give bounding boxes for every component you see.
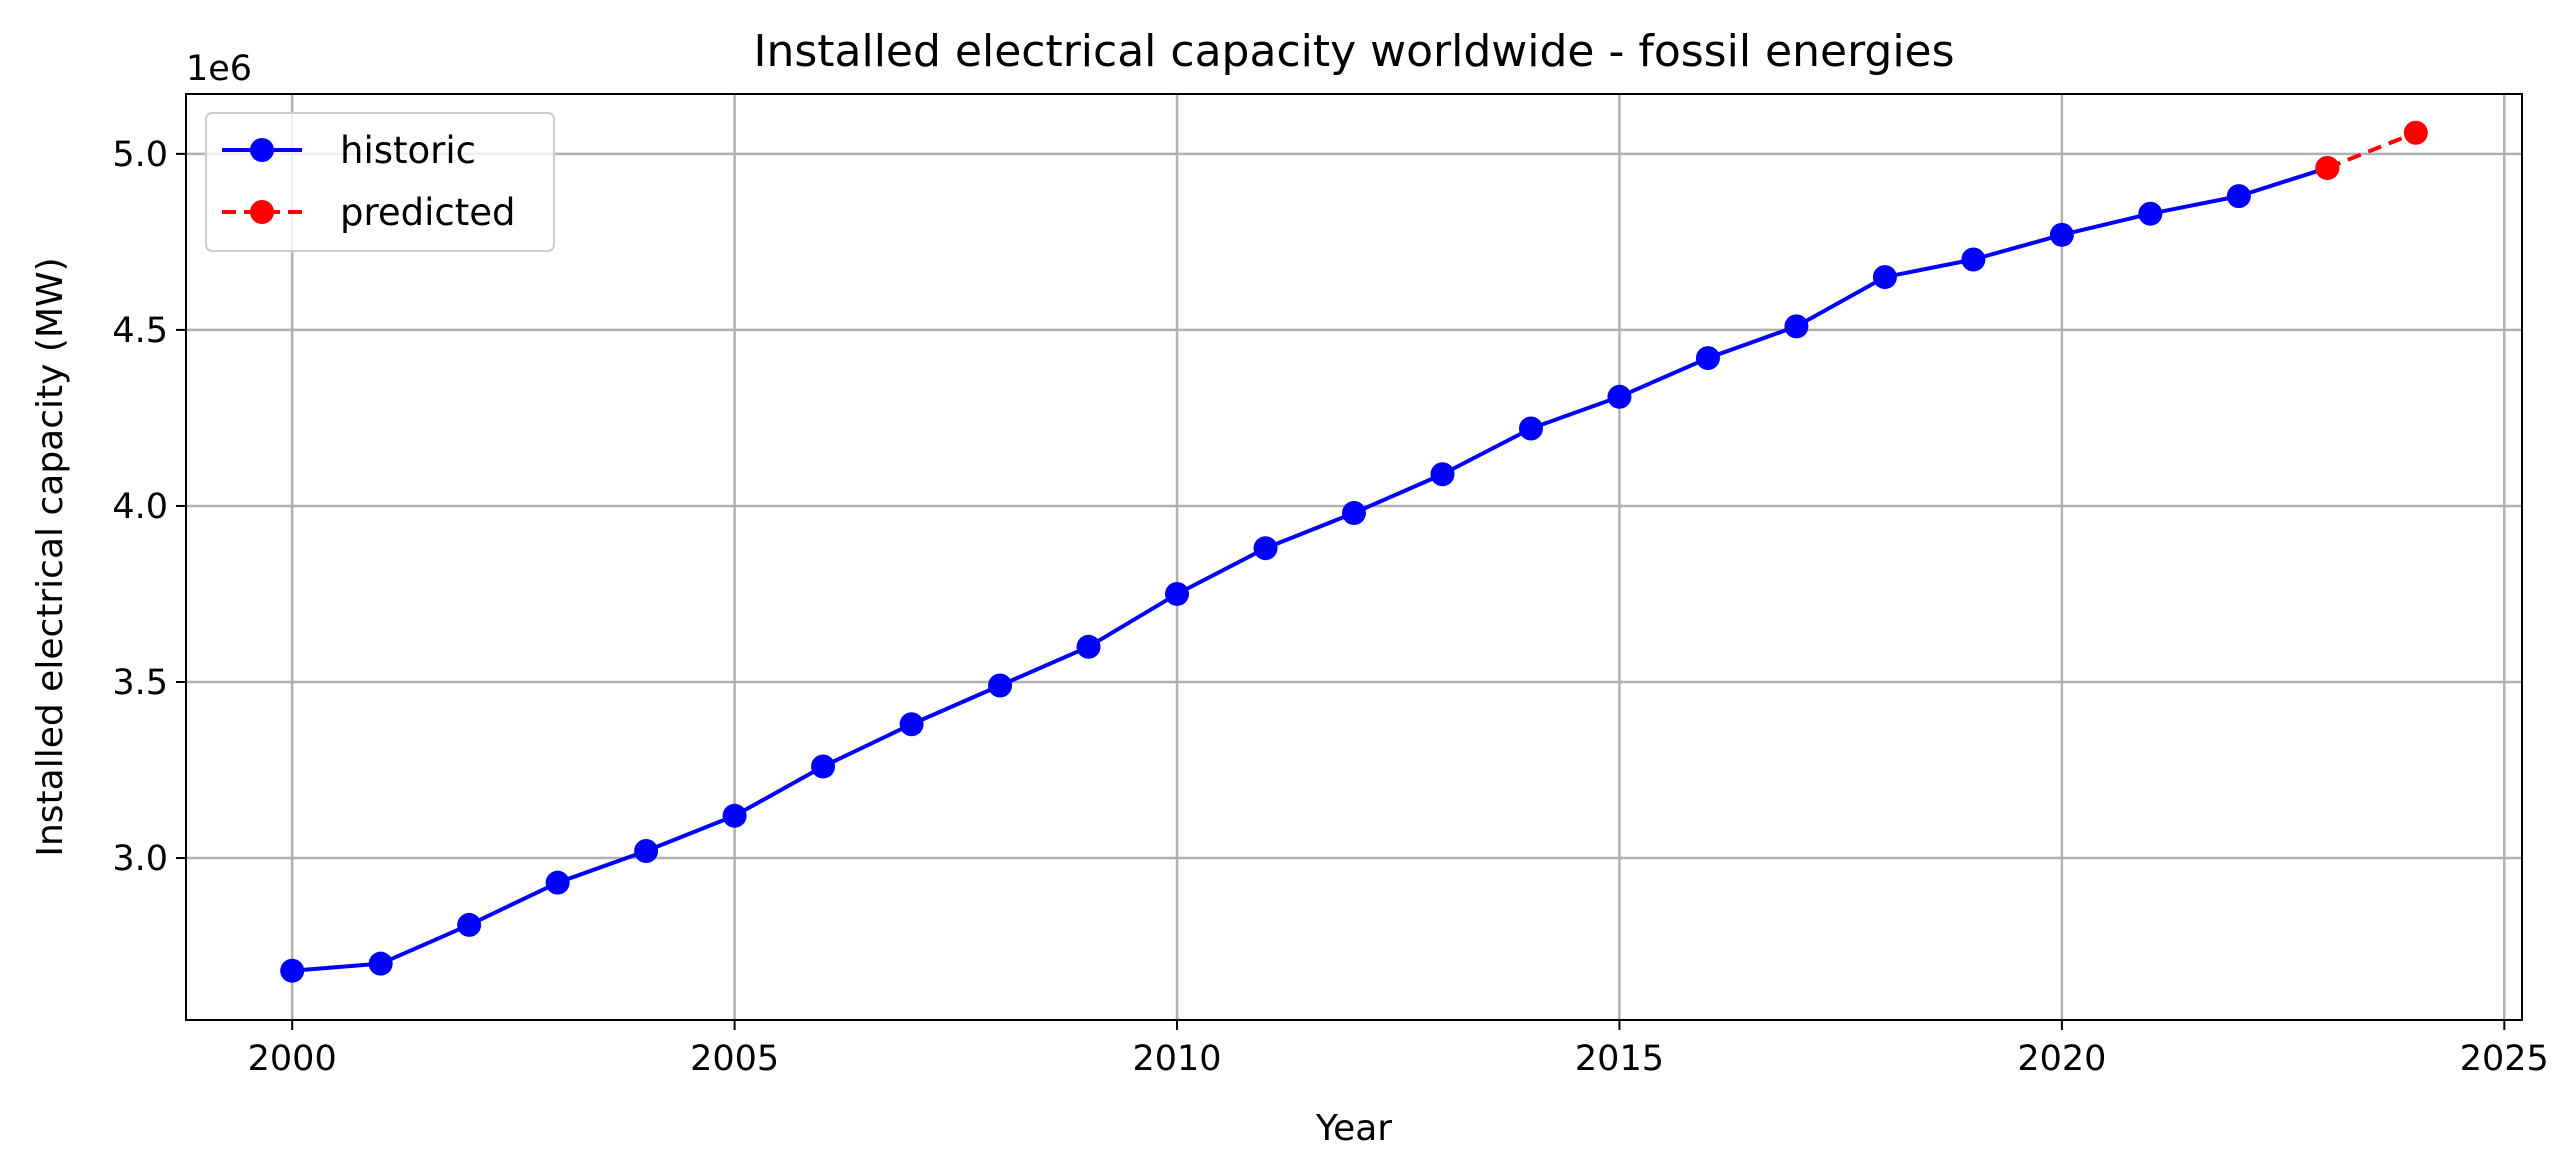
y-tick-label: 4.5 <box>112 311 168 351</box>
legend-box <box>205 112 555 252</box>
legend-label-historic: historic <box>340 129 476 172</box>
data-point-historic <box>545 870 570 895</box>
data-point-historic <box>2138 201 2163 226</box>
data-point-historic <box>1872 265 1897 290</box>
y-tick-label: 3.5 <box>112 663 168 703</box>
x-tick-label: 2020 <box>2017 1039 2106 1079</box>
x-tick-label: 2005 <box>690 1039 779 1079</box>
plot-frame <box>185 93 2523 1021</box>
data-point-historic <box>634 838 659 863</box>
data-point-historic <box>2226 184 2251 209</box>
legend-marker-historic <box>250 138 274 162</box>
y-axis-label: Installed electrical capacity (MW) <box>30 257 71 856</box>
chart-title: Installed electrical capacity worldwide … <box>753 26 1954 77</box>
data-point-historic <box>1430 462 1455 487</box>
x-tick-label: 2015 <box>1575 1039 1664 1079</box>
data-point-historic <box>899 712 924 737</box>
data-point-historic <box>1961 247 1986 272</box>
data-point-historic <box>1518 416 1543 441</box>
data-point-historic <box>722 803 747 828</box>
x-tick-label: 2000 <box>248 1039 337 1079</box>
data-point-historic <box>1076 634 1101 659</box>
data-point-historic <box>2049 222 2074 247</box>
legend-marker-predicted <box>250 200 274 224</box>
series-line-historic <box>292 166 2328 973</box>
data-point-historic <box>457 912 482 937</box>
data-point-historic <box>1253 536 1278 561</box>
data-point-predicted <box>2315 155 2340 180</box>
data-point-historic <box>368 951 393 976</box>
y-tick-label: 4.0 <box>112 487 168 527</box>
data-point-historic <box>1607 384 1632 409</box>
y-tick-label: 3.0 <box>112 839 168 879</box>
data-point-historic <box>1342 500 1366 525</box>
x-tick-label: 2025 <box>2460 1039 2549 1079</box>
data-point-historic <box>280 958 305 983</box>
y-offset-label: 1e6 <box>186 49 252 89</box>
series-layer <box>280 120 2428 983</box>
data-point-historic <box>1784 314 1809 339</box>
tick-layer: 2000 2005 2010 2015 2020 2025 3.0 3.5 4.0 4.5 5.0 <box>112 135 2549 1079</box>
y-tick-label: 5.0 <box>112 135 168 175</box>
data-point-historic <box>811 754 836 779</box>
data-point-historic <box>1695 346 1720 371</box>
legend-label-predicted: predicted <box>340 191 516 234</box>
data-point-predicted <box>2403 120 2428 145</box>
series-line-predicted <box>2326 130 2417 170</box>
legend: historic predicted <box>205 112 555 252</box>
data-point-historic <box>988 673 1013 698</box>
x-tick-label: 2010 <box>1132 1039 1221 1079</box>
data-point-historic <box>1165 581 1190 606</box>
x-axis-label: Year <box>1315 1108 1392 1149</box>
